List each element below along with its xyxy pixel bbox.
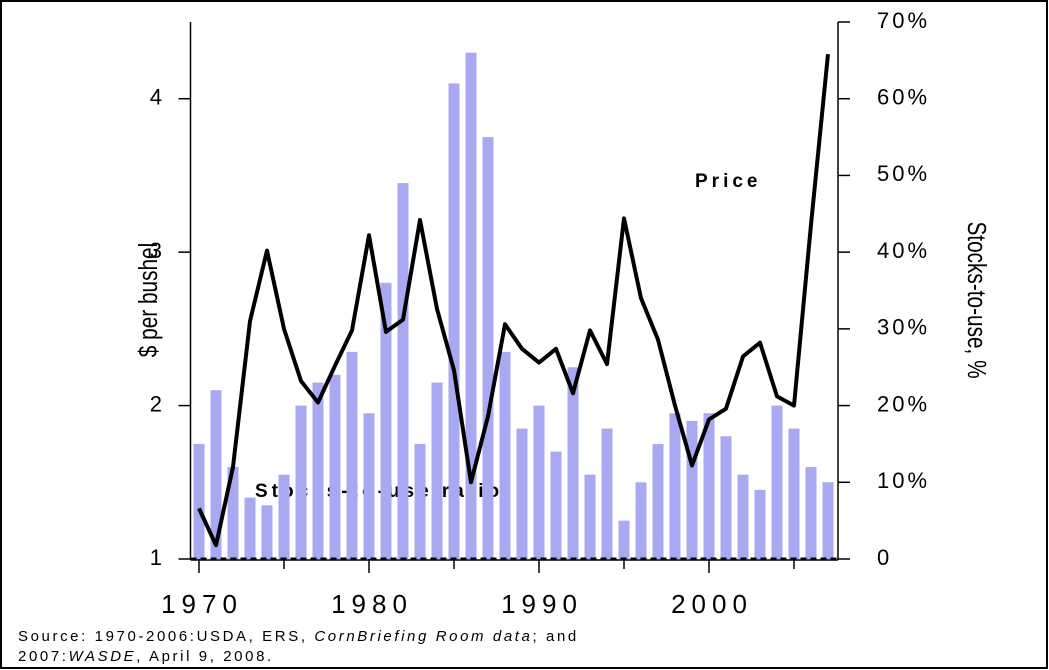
y2-tick-label: 40%: [877, 238, 930, 263]
y2-tick-label: 50%: [877, 161, 930, 186]
bar: [329, 374, 341, 559]
source-part: WASDE: [69, 648, 137, 665]
bar: [550, 451, 562, 559]
bar: [635, 482, 647, 559]
y-axis-title: $ per bushel: [134, 243, 163, 357]
x-tick-label: 2000: [671, 589, 753, 619]
x-tick-label: 1970: [161, 589, 243, 619]
y-tick-label: 4: [150, 85, 165, 110]
bar: [346, 351, 358, 559]
bar: [363, 413, 375, 559]
source-part: CornBriefing Room data: [314, 628, 532, 645]
y2-tick-label: 30%: [877, 315, 930, 340]
bar: [295, 405, 307, 559]
bar: [754, 489, 766, 559]
bar: [482, 137, 494, 560]
bar: [227, 466, 239, 559]
bar: [703, 413, 715, 559]
y2-tick-label: 60%: [877, 85, 930, 110]
x-tick-label: 1990: [501, 589, 583, 619]
source-part: , April 9, 2008.: [136, 648, 274, 665]
bar: [431, 382, 443, 559]
source-part: Source: 1970-2006:USDA, ERS,: [18, 628, 314, 645]
x-tick-label: 1980: [331, 589, 413, 619]
bar: [414, 443, 426, 559]
y2-tick-label: 70%: [877, 8, 930, 33]
bar: [448, 83, 460, 559]
source-note: Source: 1970-2006:USDA, ERS, CornBriefin…: [18, 628, 579, 665]
bar: [465, 52, 477, 559]
bar: [312, 382, 324, 559]
y-tick-label: 3: [150, 238, 165, 263]
bar: [788, 428, 800, 559]
bar: [652, 443, 664, 559]
bar: [499, 351, 511, 559]
price-line: [197, 54, 830, 548]
bar: [822, 482, 834, 559]
y2-tick-label: 20%: [877, 391, 930, 416]
bar: [516, 428, 528, 559]
bar: [720, 436, 732, 559]
price-annotation: Price: [695, 171, 761, 192]
y2-axis-title: Stocks-to-use, %: [963, 221, 992, 378]
bar: [244, 497, 256, 559]
bar: [584, 474, 596, 559]
source-part: 2007:: [18, 648, 69, 665]
bar: [261, 505, 273, 559]
bar: [737, 474, 749, 559]
y2-tick-label: 0: [877, 545, 892, 570]
y-tick-label: 1: [150, 545, 165, 570]
bar: [380, 282, 392, 559]
bar: [397, 183, 409, 559]
bar: [193, 443, 205, 559]
bar: [210, 390, 222, 559]
source-line: Source: 1970-2006:USDA, ERS, CornBriefin…: [18, 628, 579, 645]
y2-tick-label: 10%: [877, 468, 930, 493]
bar: [533, 405, 545, 559]
bar: [618, 520, 630, 559]
bar: [669, 413, 681, 559]
bar: [601, 428, 613, 559]
bar: [771, 405, 783, 559]
source-part: ; and: [532, 628, 578, 645]
bar: [278, 474, 290, 559]
y-tick-label: 2: [150, 391, 165, 416]
bar: [805, 466, 817, 559]
source-line: 2007:WASDE, April 9, 2008.: [18, 648, 274, 665]
bar: [567, 367, 579, 559]
bar: [686, 420, 698, 559]
